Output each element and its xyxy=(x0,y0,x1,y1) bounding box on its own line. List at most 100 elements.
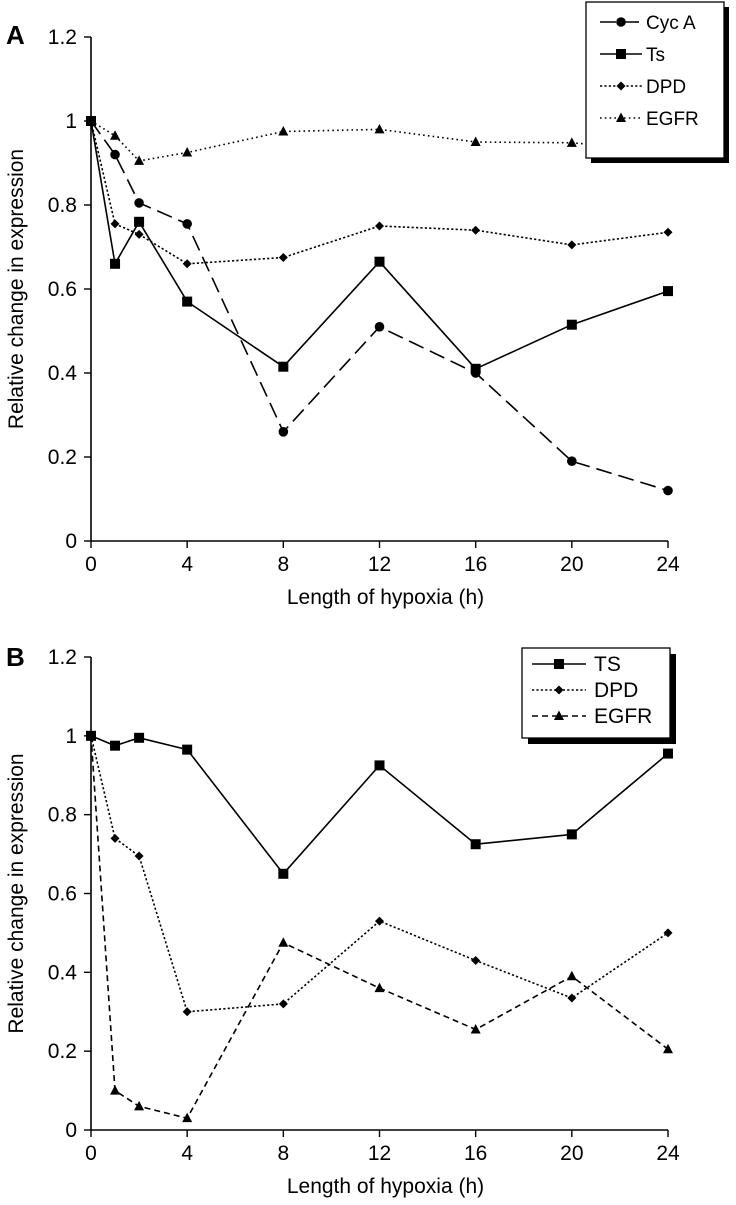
panel-b-point-dpd xyxy=(134,851,144,861)
panel-b-legend-label: DPD xyxy=(594,679,638,702)
panel-a-point-egfr xyxy=(182,147,193,157)
panel-a-point-egfr xyxy=(134,155,145,165)
panel-a-point-cyc-a xyxy=(278,427,289,437)
panel-a-legend: Cyc A Ts DPD EGFR xyxy=(585,1,729,163)
panel-a-line-dpd xyxy=(90,120,669,265)
panel-a-y-tick-label: 0 xyxy=(65,530,77,553)
panel-a-y-tick-label: 0.4 xyxy=(48,362,78,385)
panel-a-point-ts xyxy=(134,216,145,227)
panel-a-point-dpd xyxy=(567,240,577,250)
panel-b-x-tick-label: 4 xyxy=(181,1142,193,1165)
panel-a-legend-entry-egfr: EGFR xyxy=(600,109,699,130)
panel-b-x-tick-label: 20 xyxy=(560,1142,583,1165)
panel-a-point-cyc-a xyxy=(567,456,577,467)
panel-a-point-dpd xyxy=(278,253,288,262)
panel-a-legend-entry-ts: Ts xyxy=(600,45,665,66)
panel-b: B 0 0.2 0.4 0.6 0.8 1 1.2 0 4 8 12 16 20 24 Length of … xyxy=(5,642,680,1198)
panel-a-y-tick-label: 1.2 xyxy=(48,26,77,49)
panel-b-y-tick-label: 0.2 xyxy=(48,1040,77,1063)
panel-b-legend-swatch-marker xyxy=(554,685,564,695)
panel-a-point-egfr xyxy=(110,130,121,140)
panel-a-legend-box xyxy=(585,1,725,159)
panel-b-point-ts xyxy=(374,760,385,771)
panel-b-axes: 0 0.2 0.4 0.6 0.8 1 1.2 0 4 8 12 16 20 24 Length of hy… xyxy=(5,646,680,1198)
panel-b-point-ts xyxy=(110,740,121,751)
panel-a-legend-swatch-marker xyxy=(616,17,626,27)
panel-a-legend-entry-cyc-a: Cyc A xyxy=(600,13,696,34)
panel-b-line-egfr xyxy=(90,735,669,1119)
panel-b-y-tick-label: 1.2 xyxy=(48,646,77,669)
panel-b-legend-entry-ts: TS xyxy=(532,653,621,676)
panel-a-point-dpd xyxy=(110,219,120,229)
panel-a-legend-swatch-marker xyxy=(616,112,626,122)
panel-a-point-cyc-a xyxy=(663,485,673,496)
panel-a-legend-label: Ts xyxy=(646,45,665,66)
panel-b-letter: B xyxy=(6,642,25,672)
panel-b-series xyxy=(86,730,673,1123)
panel-a-point-dpd xyxy=(182,259,192,269)
panel-b-point-dpd xyxy=(182,1007,192,1017)
panel-a-series-cyc-a xyxy=(86,116,673,496)
panel-a-point-cyc-a xyxy=(134,198,144,208)
panel-b-legend: TS DPD EGFR xyxy=(521,647,676,744)
panel-b-legend-label: EGFR xyxy=(594,705,652,728)
panel-a-point-egfr xyxy=(278,126,289,136)
panel-a-legend-label: DPD xyxy=(646,77,686,98)
panel-a-point-cyc-a xyxy=(374,322,385,332)
panel-b-y-tick-label: 1 xyxy=(65,725,77,748)
panel-a-letter: A xyxy=(6,20,25,50)
panel-b-point-ts xyxy=(182,744,193,755)
panel-b-x-tick-label: 12 xyxy=(368,1142,391,1165)
panel-a-line-ts xyxy=(90,120,669,370)
panel-b-point-dpd xyxy=(663,928,673,938)
panel-a-legend-label: Cyc A xyxy=(646,13,696,34)
panel-a-x-axis-title: Length of hypoxia (h) xyxy=(287,586,484,609)
panel-b-point-dpd xyxy=(110,833,120,843)
panel-a-series xyxy=(86,115,673,496)
panel-a-legend-label: EGFR xyxy=(646,109,699,130)
panel-a-point-ts xyxy=(110,258,121,269)
panel-b-point-ts xyxy=(663,748,673,759)
panel-b-legend-label: TS xyxy=(594,653,621,676)
panel-a-line-egfr xyxy=(90,120,669,162)
panel-a-axes: 0 0.2 0.4 0.6 0.8 1 1.2 0 4 8 12 16 20 24 Length of hy… xyxy=(5,26,680,609)
panel-b-point-egfr xyxy=(374,982,385,993)
panel-a-point-ts xyxy=(566,319,577,330)
panel-a-point-dpd xyxy=(134,229,144,239)
panel-a-point-cyc-a xyxy=(182,219,192,229)
panel-a-point-dpd xyxy=(471,225,481,235)
panel-a-point-ts xyxy=(278,361,289,372)
panel-a-x-tick-label: 4 xyxy=(181,553,193,576)
panel-b-point-dpd xyxy=(567,993,577,1003)
panel-b-line-ts xyxy=(90,735,669,875)
panel-a-point-dpd xyxy=(663,227,673,237)
panel-b-point-dpd xyxy=(471,956,481,966)
panel-b-point-ts xyxy=(470,839,481,850)
panel-b-legend-swatch-marker xyxy=(554,710,564,720)
panel-b-x-tick-label: 8 xyxy=(277,1142,289,1165)
panel-b-y-tick-label: 0.8 xyxy=(48,804,77,827)
panel-a-x-tick-label: 24 xyxy=(656,553,680,576)
panel-b-y-tick-label: 0.6 xyxy=(48,883,77,906)
panel-b-point-egfr xyxy=(110,1085,121,1095)
panel-a-point-egfr xyxy=(374,123,385,134)
panel-a-x-tick-label: 20 xyxy=(560,553,583,576)
panel-b-series-ts xyxy=(86,730,673,879)
panel-a-point-egfr xyxy=(470,136,481,146)
panel-a-x-tick-label: 8 xyxy=(277,553,289,576)
panel-a-point-egfr xyxy=(86,115,96,125)
panel-a-series-dpd xyxy=(86,116,673,269)
panel-b-y-axis-title: Relative change in expression xyxy=(5,753,28,1033)
panel-b-legend-entry-dpd: DPD xyxy=(532,679,638,702)
panel-a-y-tick-label: 1 xyxy=(65,110,77,133)
panel-b-point-egfr xyxy=(663,1043,673,1054)
panel-a-y-tick-label: 0.2 xyxy=(48,446,77,469)
panel-b-point-egfr xyxy=(278,937,289,947)
panel-b-x-tick-label: 24 xyxy=(656,1142,680,1165)
panel-b-series-dpd xyxy=(86,731,673,1017)
panel-b-point-ts xyxy=(566,829,577,840)
panel-a-y-tick-label: 0.8 xyxy=(48,194,77,217)
panel-b-point-dpd xyxy=(278,999,288,1009)
panel-b-point-egfr xyxy=(134,1100,145,1111)
